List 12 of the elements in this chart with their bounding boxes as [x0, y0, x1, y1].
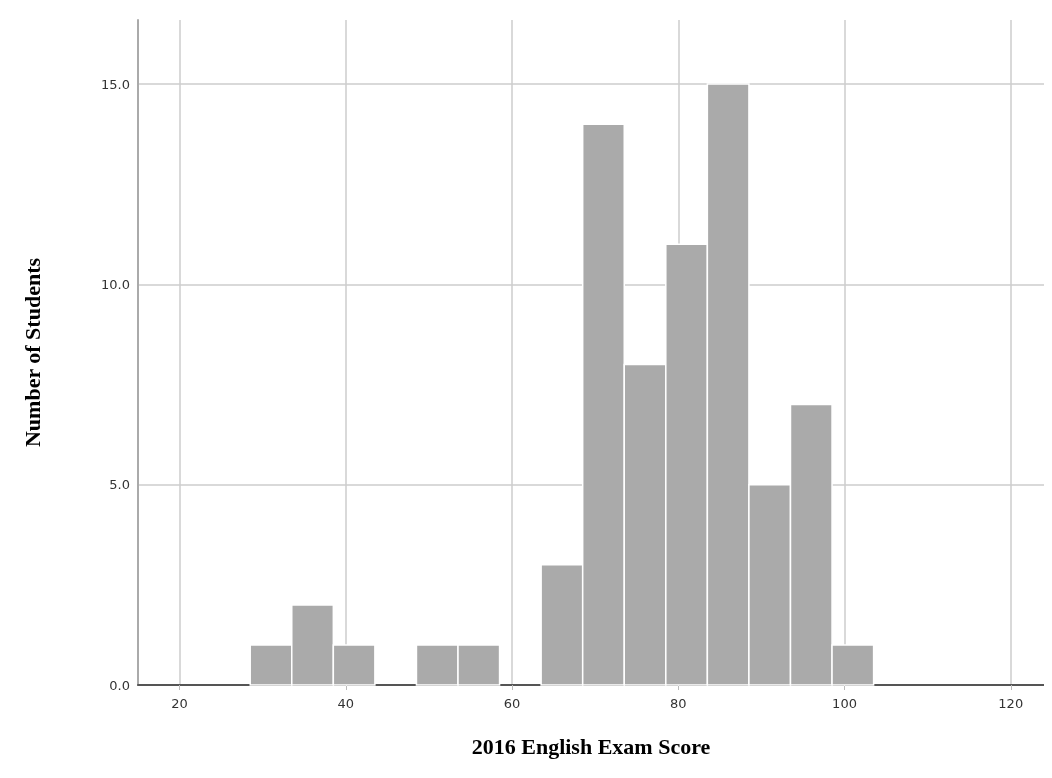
- x-axis-title: 2016 English Exam Score: [471, 733, 711, 759]
- x-tick-label: 60: [503, 696, 521, 711]
- x-tick-label: 120: [998, 696, 1024, 711]
- y-tick-label: 0.0: [109, 677, 130, 693]
- y-tick-label: 5.0: [109, 477, 130, 493]
- y-axis-title: Number of Students: [19, 257, 45, 448]
- x-tick-label: 20: [171, 696, 188, 711]
- x-tick-label: 80: [670, 696, 687, 711]
- x-tick-label: 40: [337, 696, 355, 711]
- y-tick-label: 15.0: [101, 76, 130, 92]
- x-tick-label: 100: [832, 696, 857, 711]
- y-tick-label: 10.0: [101, 276, 130, 292]
